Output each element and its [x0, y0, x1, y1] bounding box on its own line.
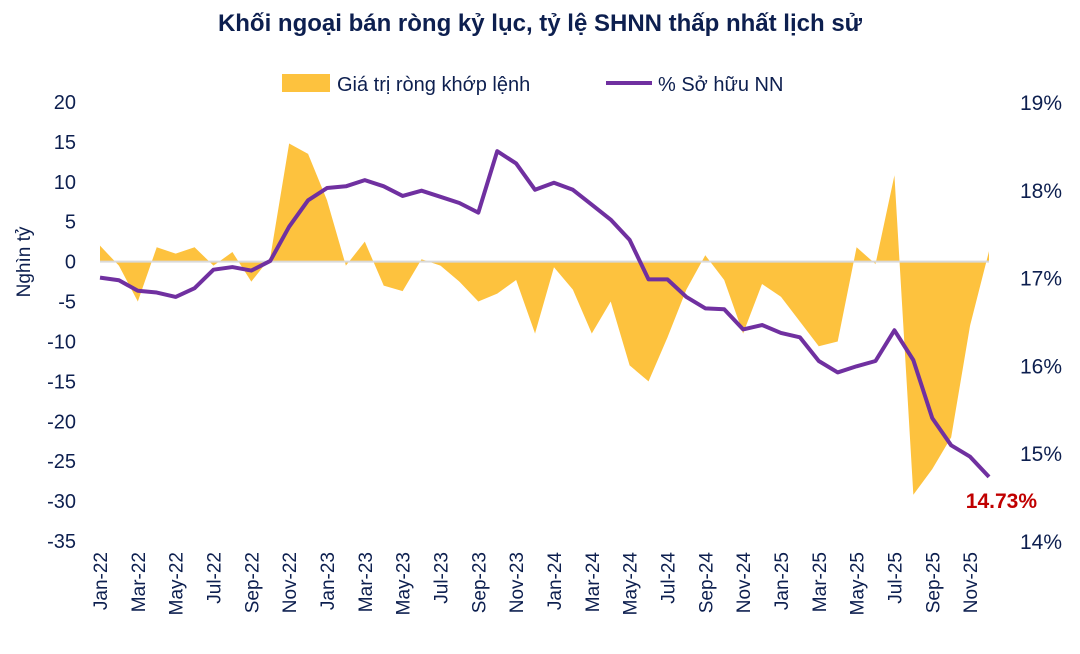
legend-label-area: Giá trị ròng khớp lệnh [337, 74, 530, 96]
x-tick-label: Jul-23 [431, 552, 452, 604]
x-tick-label: Nov-24 [734, 552, 755, 614]
y-tick-label: 20 [54, 92, 76, 114]
y-tick-label: -30 [47, 491, 76, 513]
x-tick-label: Jan-22 [91, 552, 112, 610]
y-right-tick-label: 15% [1020, 443, 1062, 466]
x-tick-label: May-23 [394, 552, 415, 615]
area-series-net-value [100, 143, 989, 495]
end-value-annotation: 14.73% [966, 490, 1038, 513]
y-right-tick-label: 17% [1020, 268, 1062, 291]
x-tick-label: Nov-22 [280, 552, 301, 613]
x-tick-label: Sep-24 [696, 552, 717, 614]
y-tick-label: -35 [47, 531, 76, 553]
x-tick-label: May-22 [167, 552, 188, 615]
x-tick-label: Nov-23 [507, 552, 528, 613]
x-tick-label: Sep-23 [469, 552, 490, 613]
x-tick-label: Jan-25 [772, 552, 793, 610]
legend-label-line: % Sở hữu NN [658, 74, 783, 96]
chart-title: Khối ngoại bán ròng kỷ lục, tỷ lệ SHNN t… [217, 10, 863, 37]
x-tick-label: Jan-24 [545, 552, 566, 611]
legend: Giá trị ròng khớp lệnh % Sở hữu NN [282, 74, 783, 96]
x-tick-label: May-24 [621, 552, 642, 616]
y-tick-label: -20 [47, 411, 76, 433]
y-tick-label: -25 [47, 451, 76, 473]
legend-swatch-area [282, 74, 330, 92]
x-tick-label: Jul-24 [658, 552, 679, 604]
x-tick-label: May-25 [848, 552, 869, 615]
x-tick-label: Mar-24 [583, 552, 604, 613]
y-tick-label: -15 [47, 371, 76, 393]
x-tick-label: Mar-22 [129, 552, 150, 612]
y-right-tick-label: 16% [1020, 355, 1062, 378]
x-tick-label: Jul-25 [885, 552, 906, 604]
y-tick-label: -5 [58, 292, 76, 314]
y-tick-label: 10 [54, 172, 76, 194]
x-tick-label: Jul-22 [204, 552, 225, 604]
x-tick-label: Nov-25 [961, 552, 982, 613]
y-right-tick-label: 14% [1020, 531, 1062, 554]
y-right-tick-label: 18% [1020, 180, 1062, 203]
y-right-tick-label: 19% [1020, 92, 1062, 115]
x-tick-label: Jan-23 [318, 552, 339, 610]
x-tick-label: Mar-25 [810, 552, 831, 612]
line-series-foreign-ownership [99, 149, 991, 479]
y-axis-label: Nghìn tỷ [14, 226, 35, 297]
x-tick-label: Mar-23 [356, 552, 377, 612]
x-tick-label: Sep-25 [923, 552, 944, 613]
y-tick-label: 5 [65, 212, 76, 234]
y-tick-label: -10 [47, 331, 76, 353]
y-tick-label: 15 [54, 132, 76, 154]
x-tick-label: Sep-22 [242, 552, 263, 613]
y-tick-label: 0 [65, 252, 76, 274]
